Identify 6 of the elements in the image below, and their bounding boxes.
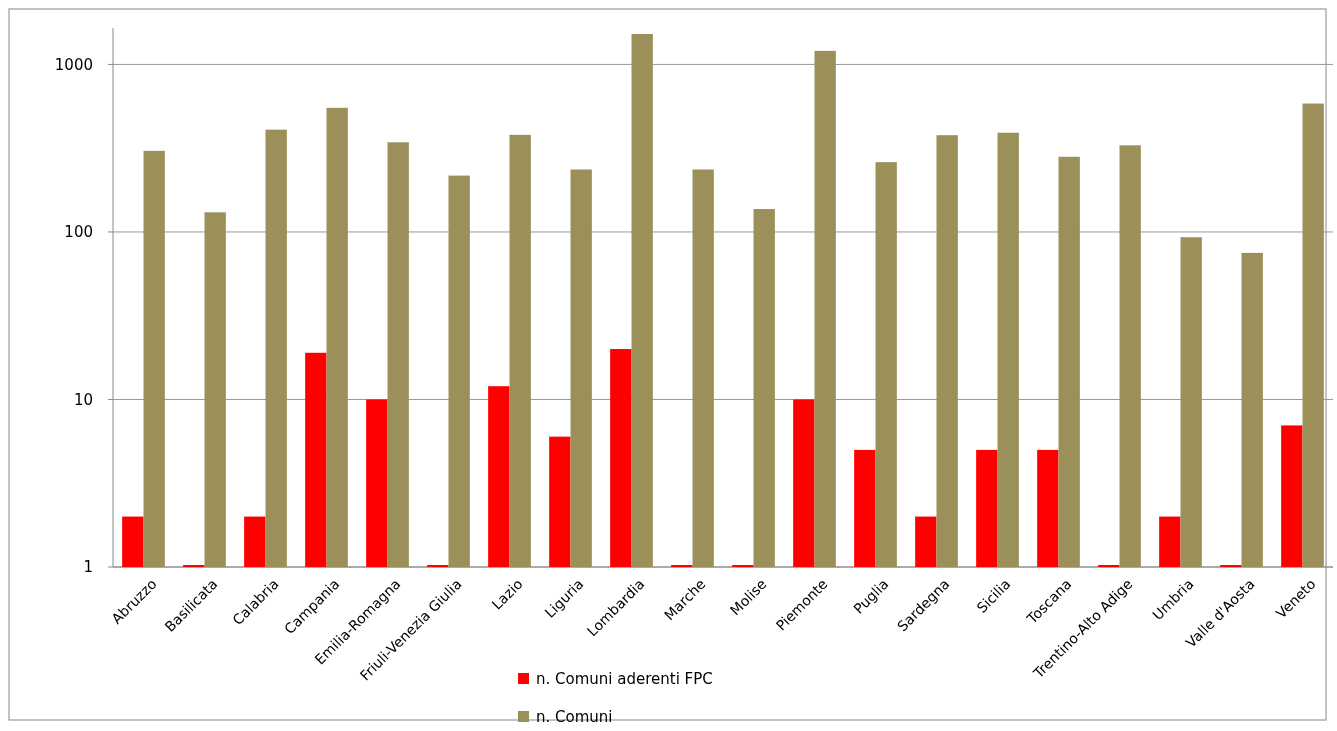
legend-label: n. Comuni [536, 708, 613, 727]
y-tick-label: 10 [73, 390, 93, 409]
y-tick-label: 1 [83, 558, 93, 577]
y-tick-label: 100 [64, 223, 93, 242]
legend-label: n. Comuni aderenti FPC [536, 670, 713, 689]
y-tick-label: 1000 [54, 55, 93, 74]
